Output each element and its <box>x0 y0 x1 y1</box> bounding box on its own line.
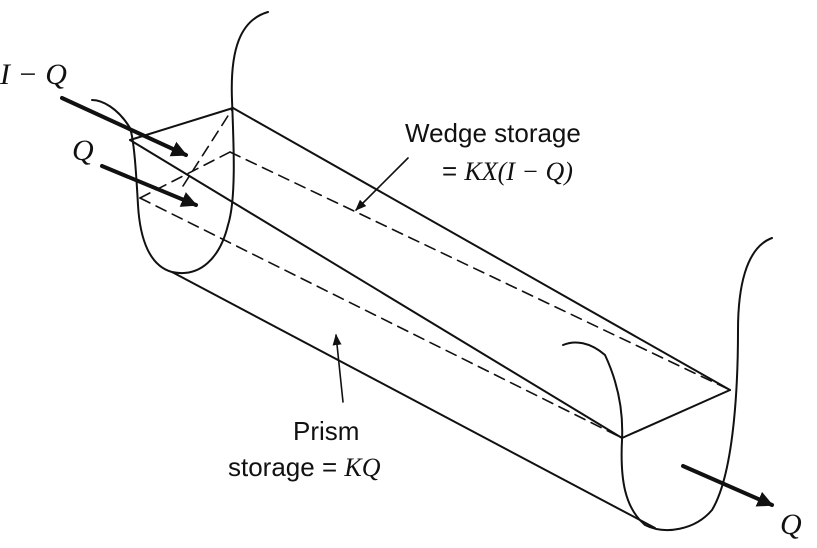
prism-leader-arrow <box>332 333 344 403</box>
wedge-formula-prefix: = <box>442 156 464 186</box>
outflow-label: Q <box>780 508 802 541</box>
outflow-arrow <box>681 464 774 507</box>
prism-storage-formula: storage = KQ <box>228 452 381 482</box>
prism-top-back-dashed <box>229 151 731 391</box>
prism-top-front-dashed <box>139 197 623 439</box>
wedge-storage-formula: = KX(I − Q) <box>442 156 573 186</box>
prism-formula-prefix: storage = <box>228 452 344 482</box>
wedge-front-diagonal <box>129 139 623 439</box>
wedge-top-left-edge <box>129 107 234 141</box>
wedge-top-long-edge <box>232 107 731 391</box>
upstream-cross-section <box>91 11 269 275</box>
wedge-bottom-right-edge <box>621 389 731 439</box>
inflow-wedge-arrow <box>60 96 188 157</box>
wedge-formula: KX(I − Q) <box>463 157 573 186</box>
prism-bottom-edge <box>171 271 656 529</box>
wedge-back-dashed <box>182 107 234 187</box>
inflow-prism-arrow <box>100 164 198 207</box>
wedge-leader-arrow <box>355 157 409 211</box>
prism-formula: KQ <box>343 453 380 482</box>
prism-top-left-dashed <box>139 151 231 199</box>
wedge-storage-title: Wedge storage <box>405 118 581 148</box>
downstream-cross-section <box>562 237 773 531</box>
inflow-wedge-label: I − Q <box>0 58 67 91</box>
prism-storage-title: Prism <box>293 416 359 446</box>
inflow-prism-label: Q <box>72 134 94 167</box>
